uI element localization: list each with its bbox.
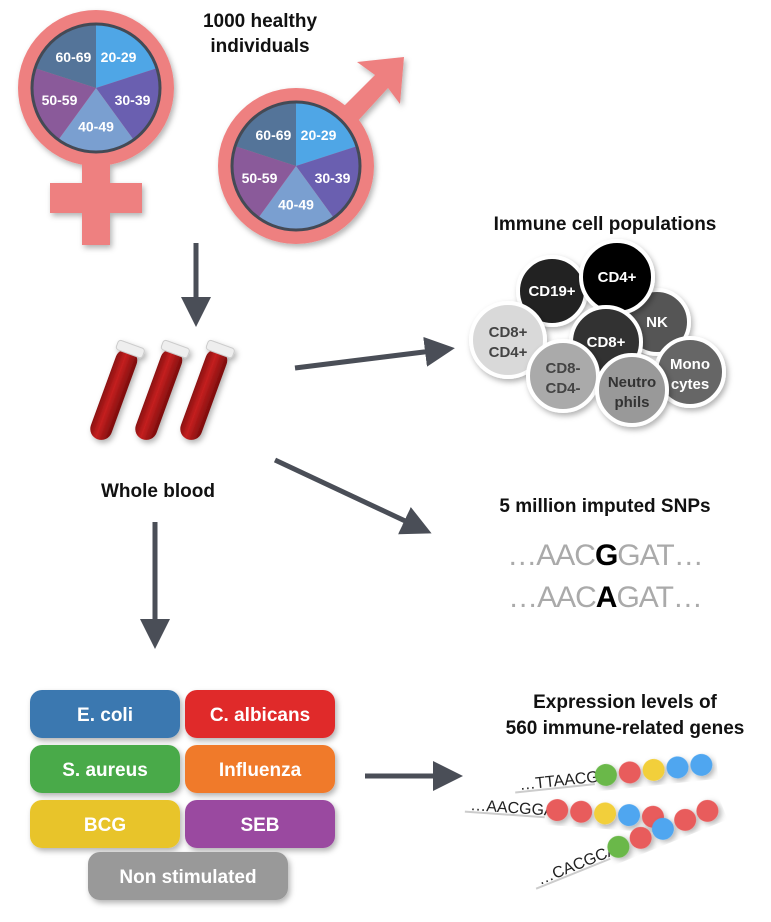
expression-bead <box>570 800 593 823</box>
female-pie-border <box>30 22 162 154</box>
expression-bead <box>594 763 617 786</box>
expression-bead <box>607 835 630 858</box>
stimulus-e-coli: E. coli <box>30 690 180 738</box>
cohort-title-line2: individuals <box>210 36 309 57</box>
expression-bead <box>594 802 617 825</box>
snp-sequence-2: …AACAGAT… <box>508 581 702 614</box>
stimulus-label: E. coli <box>77 705 133 726</box>
male-age-label: 30-39 <box>315 170 351 186</box>
cell-label: phils <box>614 394 649 411</box>
stimulus-label: BCG <box>84 815 126 836</box>
stimulus-label: Non stimulated <box>119 867 256 888</box>
male-slice-40-49 <box>258 166 334 231</box>
cell-label: Neutro <box>608 374 656 391</box>
stimulus-influenza: Influenza <box>185 745 335 793</box>
male-age-label: 50-59 <box>242 170 278 186</box>
stimulus-c-albicans: C. albicans <box>185 690 335 738</box>
expression-bead <box>629 826 652 849</box>
cohort-title-line1: 1000 healthy <box>203 11 317 32</box>
expression-bead <box>618 804 641 827</box>
female-slice-50-59 <box>32 68 96 140</box>
expression-bead <box>651 817 674 840</box>
stimulus-non-stimulated: Non stimulated <box>88 852 288 900</box>
female-slice-30-39 <box>96 68 161 140</box>
cell-label: CD8+ <box>587 334 626 351</box>
male-age-label: 20-29 <box>301 127 337 143</box>
cell-cd8cd4: CD8- CD4- <box>526 339 600 413</box>
whole-blood-label: Whole blood <box>101 481 215 502</box>
female-slice-40-49 <box>58 88 134 152</box>
male-slice-50-59 <box>232 146 296 218</box>
flow-arrows <box>140 243 463 791</box>
immune-cell-cluster: NK CD19+ CD4+ CD8+ CD8+ CD4+ Mono cytes CD8- CD4-… <box>469 239 726 427</box>
female-age-label: 30-39 <box>115 92 151 108</box>
cell-cd8cd4: CD8+ CD4+ <box>469 301 547 379</box>
snp-sequence-1: …AACGGAT… <box>507 539 702 572</box>
stimulus-label: SEB <box>240 815 279 836</box>
expression-bead <box>674 808 697 831</box>
cell-label: CD4+ <box>598 269 637 286</box>
gene-sequence: …AACGGAT <box>470 797 564 820</box>
female-age-label: 60-69 <box>56 49 92 65</box>
stimuli-grid: E. coli C. albicans S. aureus Influenza BCG S… <box>30 690 335 900</box>
expression-bead <box>690 753 713 776</box>
immune-cells-title: Immune cell populations <box>494 214 717 235</box>
expression-title-line1: Expression levels of <box>533 692 717 713</box>
expression-bead <box>618 761 641 784</box>
blood-tubes-icon <box>90 339 235 440</box>
cell-cd4: CD4+ <box>579 239 655 315</box>
stimulus-seb: SEB <box>185 800 335 848</box>
male-age-label: 40-49 <box>278 196 314 212</box>
female-age-label: 40-49 <box>78 118 114 134</box>
stimulus-label: Influenza <box>219 760 302 781</box>
cell-monocytes: Mono cytes <box>654 336 726 408</box>
stimulus-s-aureus: S. aureus <box>30 745 180 793</box>
cell-label: NK <box>646 314 668 331</box>
arrow-to-cells <box>294 336 455 371</box>
snps-title: 5 million imputed SNPs <box>499 496 710 517</box>
cell-label: CD4- <box>545 380 580 397</box>
female-slice-20-29 <box>96 24 157 88</box>
male-slice-30-39 <box>296 146 360 218</box>
expression-bead <box>666 756 689 779</box>
cell-label: CD8+ <box>489 324 528 341</box>
cell-neutrophils: Neutro phils <box>595 353 669 427</box>
cell-label: cytes <box>671 376 709 393</box>
expression-bead <box>696 799 719 822</box>
expression-row: …TTAACGG <box>515 753 713 794</box>
expression-bead <box>546 799 569 822</box>
female-age-label: 50-59 <box>42 92 78 108</box>
stimulus-label: S. aureus <box>62 760 148 781</box>
female-age-label: 20-29 <box>101 49 137 65</box>
expression-bead <box>642 758 665 781</box>
male-age-label: 60-69 <box>256 127 292 143</box>
snp-allele-1: G <box>595 539 617 572</box>
expression-title-line2: 560 immune-related genes <box>506 718 745 739</box>
cell-label: CD19+ <box>528 283 575 300</box>
male-slice-60-69 <box>235 102 296 166</box>
male-slice-20-29 <box>296 102 357 166</box>
male-pie-border <box>230 100 362 232</box>
arrow-to-snps <box>273 457 432 535</box>
cell-label: Mono <box>670 356 710 373</box>
cell-label: CD4+ <box>489 344 528 361</box>
stimulus-label: C. albicans <box>210 705 310 726</box>
cell-label: CD8- <box>545 360 580 377</box>
stimulus-bcg: BCG <box>30 800 180 848</box>
expression-row: …AACGGAT <box>464 797 664 828</box>
female-slice-60-69 <box>35 24 96 88</box>
expression-rows: …TTAACGG…AACGGAT…CACGCAA <box>464 753 719 890</box>
snp-allele-2: A <box>596 581 617 614</box>
